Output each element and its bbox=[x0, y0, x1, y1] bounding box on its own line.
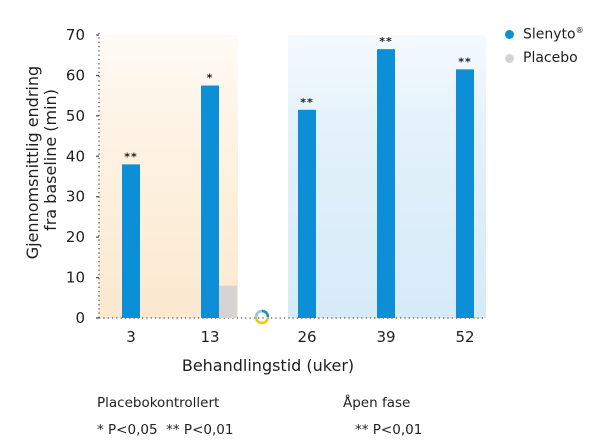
significance-label: ** bbox=[458, 55, 472, 68]
y-tick-label: 0 bbox=[75, 309, 85, 327]
y-axis-title-line-1: Gjennomsnittlig endring bbox=[23, 66, 42, 259]
y-tick-label: 40 bbox=[66, 147, 85, 165]
y-tick-label: 30 bbox=[66, 188, 85, 206]
legend-label-slenyto-name: Slenyto bbox=[523, 26, 576, 43]
legend: Slenyto® Placebo bbox=[505, 22, 584, 70]
slenyto-bar bbox=[298, 109, 316, 319]
y-axis-title-line-2: fra baseline (min) bbox=[41, 89, 60, 231]
significance-label: * bbox=[207, 72, 214, 85]
x-tick-label: 39 bbox=[376, 328, 395, 346]
legend-label-slenyto: Slenyto® bbox=[523, 26, 584, 43]
x-tick-label: 3 bbox=[126, 328, 136, 346]
y-tick-label: 60 bbox=[66, 66, 85, 84]
slenyto-bar bbox=[201, 85, 219, 319]
phase-break-icon bbox=[254, 309, 270, 325]
placebo-bar bbox=[219, 285, 237, 318]
placebo-phase-significance: * P<0,05 ** P<0,01 bbox=[97, 422, 234, 438]
open-phase-significance: ** P<0,01 bbox=[355, 422, 423, 438]
open-phase-title: Åpen fase bbox=[343, 395, 411, 411]
placebo-swatch-icon bbox=[505, 53, 514, 63]
slenyto-bar bbox=[122, 164, 140, 318]
significance-label: ** bbox=[300, 96, 314, 109]
registered-mark: ® bbox=[575, 25, 584, 35]
significance-label: ** bbox=[124, 150, 138, 163]
x-tick-label: 13 bbox=[200, 328, 219, 346]
legend-item-slenyto: Slenyto® bbox=[505, 22, 584, 46]
slenyto-swatch-icon bbox=[505, 29, 514, 39]
legend-label-placebo: Placebo bbox=[523, 50, 578, 66]
y-tick-label: 50 bbox=[66, 107, 85, 125]
y-axis-title: Gjennomsnittlig endring fra baseline (mi… bbox=[23, 61, 60, 260]
y-tick-label: 20 bbox=[66, 228, 85, 246]
slenyto-bar bbox=[377, 49, 395, 319]
x-axis-title: Behandlingstid (uker) bbox=[182, 356, 354, 375]
x-tick-label: 52 bbox=[455, 328, 474, 346]
significance-label: ** bbox=[379, 35, 393, 48]
y-tick-label: 70 bbox=[66, 26, 85, 44]
x-tick-label: 26 bbox=[297, 328, 316, 346]
slenyto-bar bbox=[456, 69, 474, 318]
y-tick-label: 10 bbox=[66, 269, 85, 287]
placebo-phase-title: Placebokontrollert bbox=[97, 395, 220, 411]
legend-item-placebo: Placebo bbox=[505, 46, 584, 70]
